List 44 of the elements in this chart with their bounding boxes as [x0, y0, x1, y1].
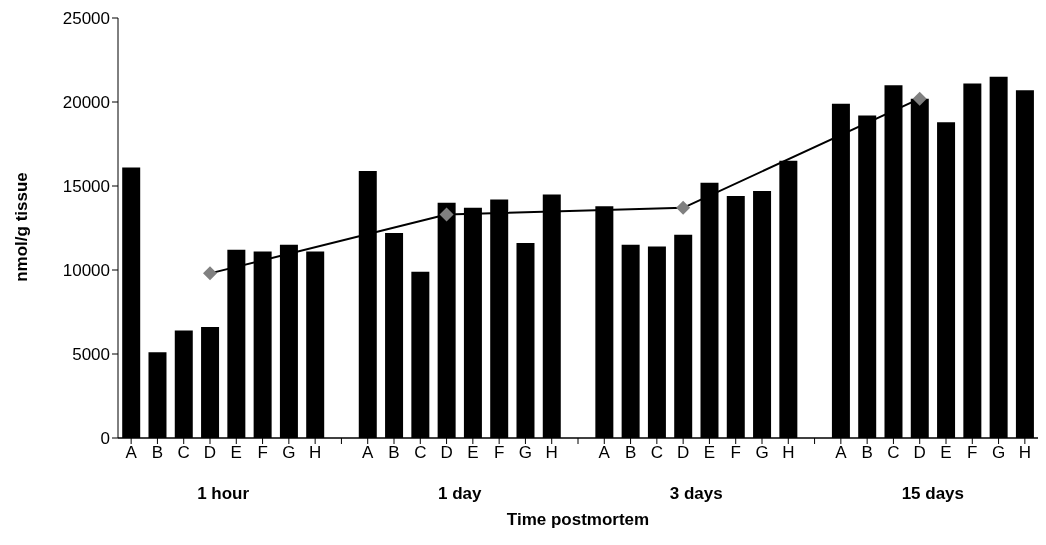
x-tick-label: E [703, 443, 716, 463]
x-tick-label: B [624, 443, 637, 463]
x-tick-label: H [1018, 443, 1031, 463]
x-tick-label: D [677, 443, 690, 463]
x-axis-title: Time postmortem [505, 510, 651, 530]
x-tick-label: D [203, 443, 217, 463]
y-tick-label: 15000 [62, 177, 110, 197]
x-tick-label: G [991, 443, 1006, 463]
text: 15 days [900, 484, 966, 504]
x-tick-label: E [940, 443, 952, 463]
x-tick-label: A [835, 443, 848, 463]
x-tick-label: D [913, 443, 926, 463]
x-tick-label: F [967, 443, 978, 463]
x-tick-label: G [518, 443, 533, 463]
x-tick-label: C [414, 443, 427, 463]
y-tick-label: 25000 [62, 9, 110, 29]
x-tick-label: C [650, 443, 663, 463]
x-tick-label: E [230, 443, 242, 463]
x-tick-label: A [125, 443, 138, 463]
x-tick-label: D [440, 443, 453, 463]
y-tick-label: 5000 [72, 345, 110, 365]
x-tick-label: B [861, 443, 873, 463]
text: 1 hour [196, 484, 251, 504]
x-tick-label: C [177, 443, 190, 463]
x-tick-label: B [151, 443, 164, 463]
x-tick-label: E [467, 443, 479, 463]
y-axis-title: nmol/g tissue [12, 171, 32, 284]
x-tick-label: F [493, 443, 505, 463]
x-tick-label: B [388, 443, 400, 463]
text: 1 day [436, 484, 483, 504]
x-tick-label: A [598, 443, 611, 463]
x-tick-label: G [282, 443, 296, 463]
y-tick-label: 0 [100, 429, 110, 449]
x-tick-label: H [309, 443, 322, 463]
x-tick-label: F [257, 443, 268, 463]
x-tick-label: H [545, 443, 558, 463]
x-tick-label: F [730, 443, 741, 463]
x-tick-label: G [755, 443, 769, 463]
y-tick-label: 10000 [62, 261, 110, 281]
text: 3 days [668, 484, 724, 504]
x-tick-label: H [782, 443, 795, 463]
x-tick-label: C [887, 443, 900, 463]
y-tick-label: 20000 [62, 93, 110, 113]
x-tick-label: A [362, 443, 375, 463]
